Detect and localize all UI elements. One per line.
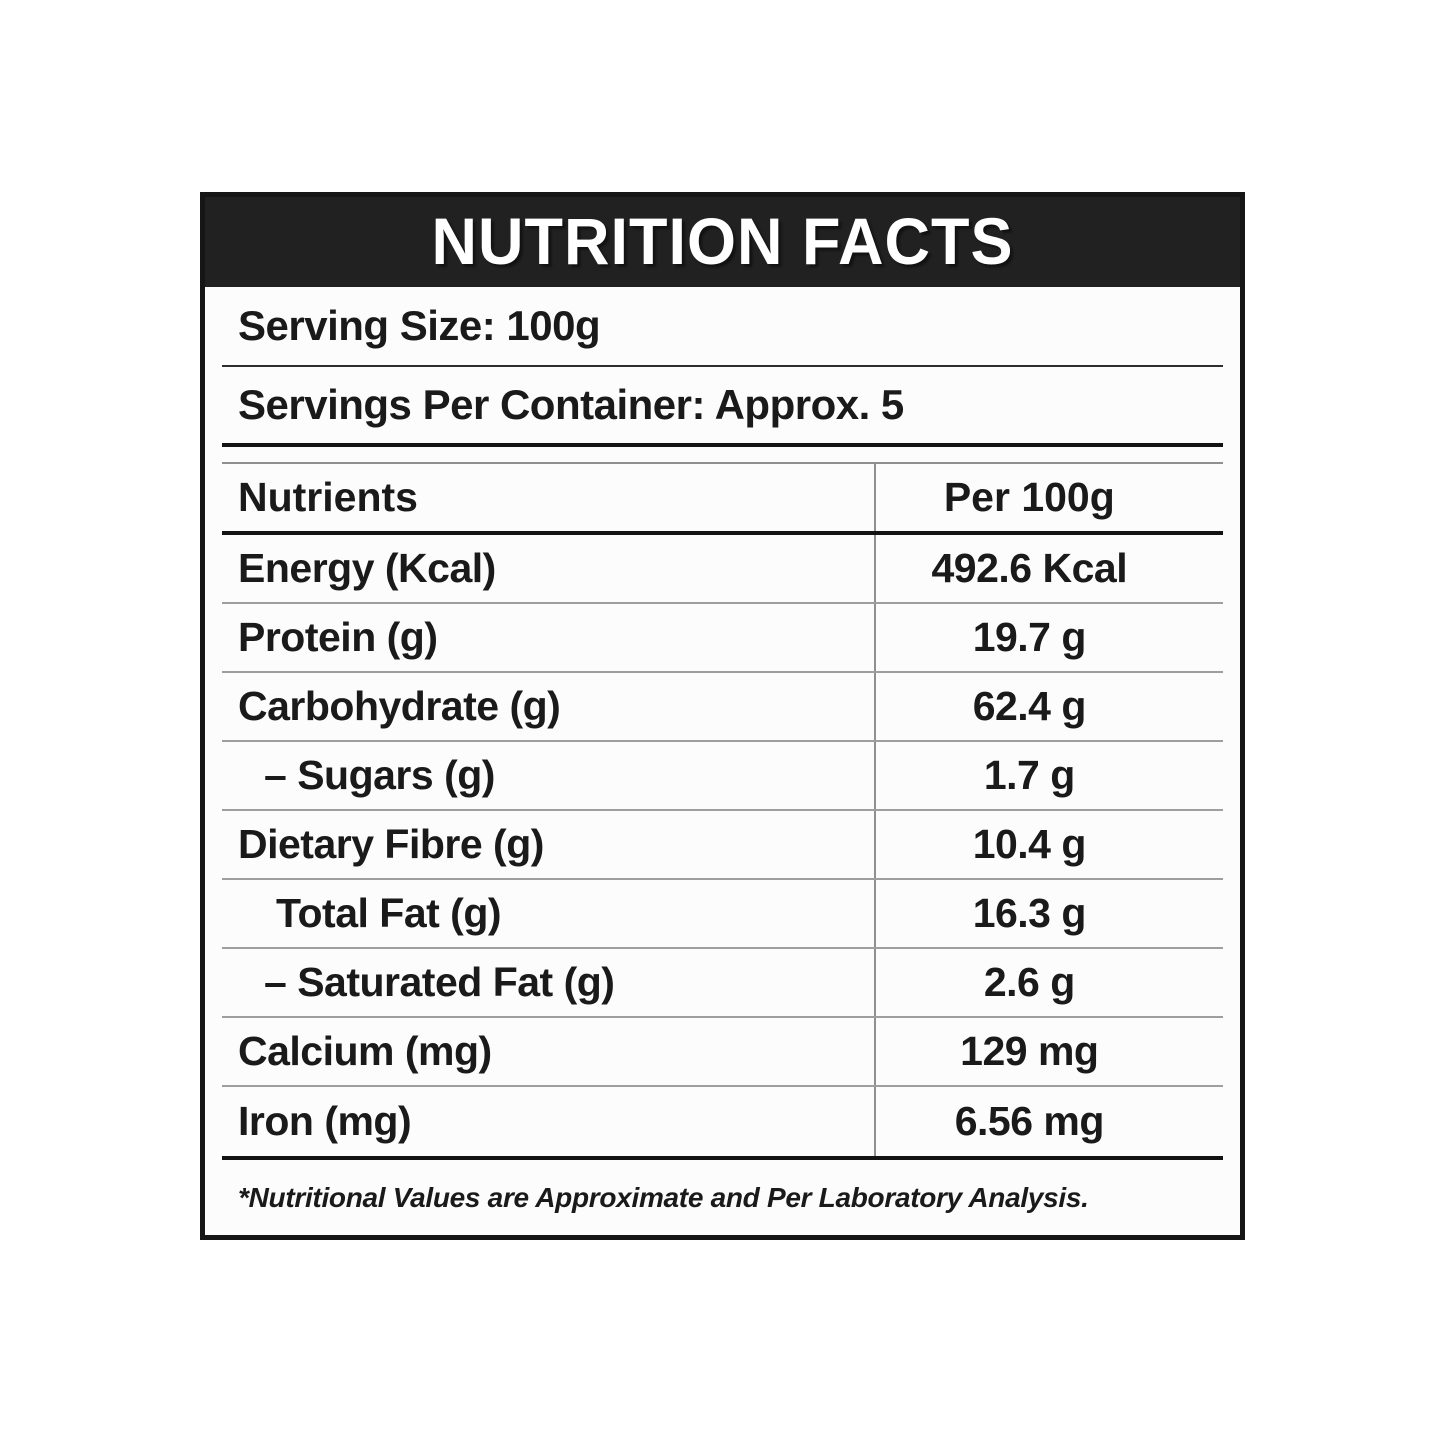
label-content: Serving Size: 100g Servings Per Containe… — [222, 287, 1223, 1235]
nutrient-value: 2.6 g — [873, 949, 1223, 1016]
nutrient-name: – Sugars (g) — [264, 752, 495, 798]
table-row: Carbohydrate (g) 62.4 g — [222, 673, 1223, 742]
nutrient-name: – Saturated Fat (g) — [264, 959, 615, 1005]
nutrient-value: 10.4 g — [873, 811, 1223, 878]
nutrient-value: 16.3 g — [873, 880, 1223, 947]
table-row: Energy (Kcal) 492.6 Kcal — [222, 535, 1223, 604]
nutrient-value: 6.56 mg — [873, 1087, 1223, 1156]
section-divider-top — [222, 443, 1223, 447]
footnote: *Nutritional Values are Approximate and … — [238, 1181, 1089, 1213]
nutrient-value: 129 mg — [873, 1018, 1223, 1085]
nutrient-value: 492.6 Kcal — [873, 535, 1223, 602]
section-divider-bottom — [222, 1156, 1223, 1160]
column-header-per-100g: Per 100g — [873, 464, 1223, 531]
nutrition-facts-label: NUTRITION FACTS Serving Size: 100g Servi… — [200, 192, 1245, 1240]
servings-per-container-row: Servings Per Container: Approx. 5 — [222, 367, 1223, 443]
column-header-nutrients: Nutrients — [238, 474, 418, 520]
page-title: NUTRITION FACTS — [431, 205, 1014, 279]
nutrient-name: Calcium (mg) — [238, 1028, 492, 1074]
spacer — [222, 447, 1223, 462]
table-row: – Saturated Fat (g) 2.6 g — [222, 949, 1223, 1018]
nutrient-name: Protein (g) — [238, 614, 438, 660]
serving-size-text: Serving Size: 100g — [238, 302, 601, 349]
table-header-row: Nutrients Per 100g — [222, 464, 1223, 535]
table-body: Energy (Kcal) 492.6 Kcal Protein (g) 19.… — [222, 535, 1223, 1156]
nutrient-name: Total Fat (g) — [276, 890, 502, 936]
table-row: Dietary Fibre (g) 10.4 g — [222, 811, 1223, 880]
nutrient-value: 62.4 g — [873, 673, 1223, 740]
table-row: Calcium (mg) 129 mg — [222, 1018, 1223, 1087]
table-row: Iron (mg) 6.56 mg — [222, 1087, 1223, 1156]
nutrient-table: Nutrients Per 100g Energy (Kcal) 492.6 K… — [222, 462, 1223, 1156]
nutrient-name: Energy (Kcal) — [238, 545, 496, 591]
nutrient-value: 19.7 g — [873, 604, 1223, 671]
nutrient-name: Dietary Fibre (g) — [238, 821, 544, 867]
nutrient-name: Iron (mg) — [238, 1098, 412, 1144]
title-band: NUTRITION FACTS — [205, 197, 1240, 287]
servings-per-container-text: Servings Per Container: Approx. 5 — [238, 381, 904, 428]
table-row: Total Fat (g) 16.3 g — [222, 880, 1223, 949]
serving-size-row: Serving Size: 100g — [222, 287, 1223, 367]
table-row: Protein (g) 19.7 g — [222, 604, 1223, 673]
table-row: – Sugars (g) 1.7 g — [222, 742, 1223, 811]
nutrient-name: Carbohydrate (g) — [238, 683, 561, 729]
nutrient-value: 1.7 g — [873, 742, 1223, 809]
